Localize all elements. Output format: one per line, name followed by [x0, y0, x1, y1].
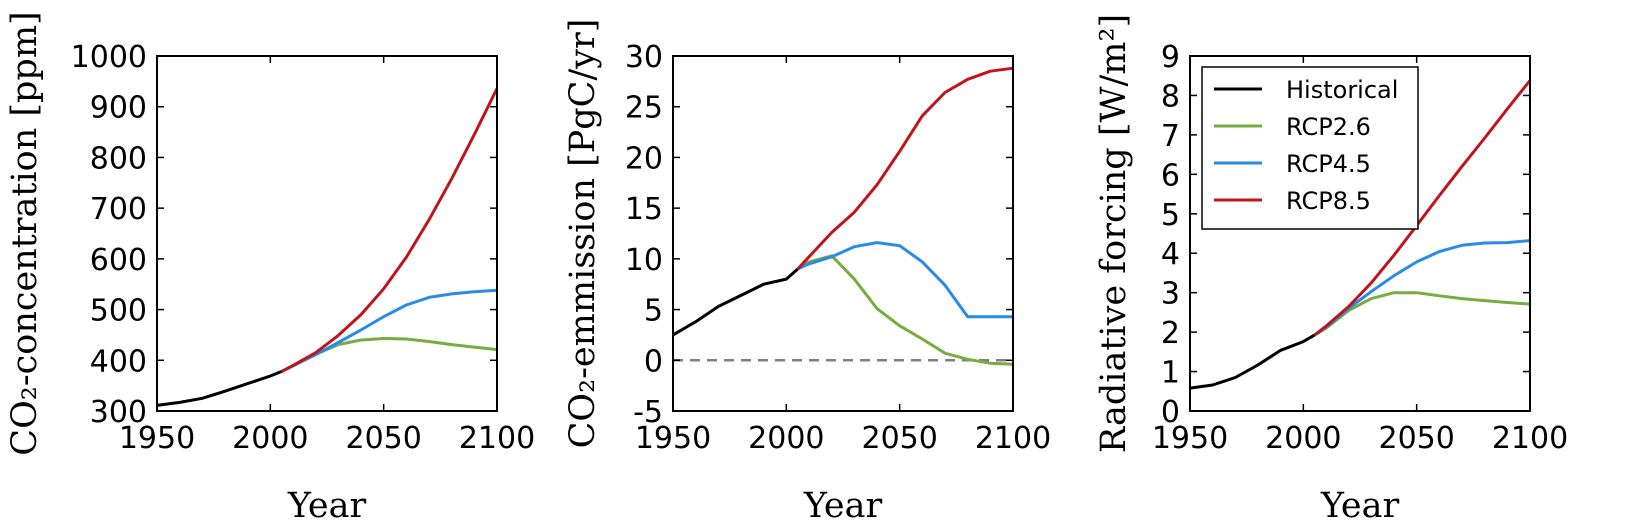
x-axis-label: Year: [803, 486, 883, 525]
x-tick-label: 2100: [459, 421, 535, 456]
y-tick-label: 8: [1161, 79, 1180, 114]
y-tick-label: 800: [90, 141, 147, 176]
y-tick-label: 300: [90, 395, 147, 430]
axes-frame: [1189, 55, 1531, 412]
y-tick-label: 600: [90, 243, 147, 278]
y-tick-label: 400: [90, 344, 147, 379]
y-tick-label: 6: [1161, 158, 1180, 193]
y-tick-label: 5: [644, 294, 663, 329]
y-tick-label: -5: [633, 395, 663, 430]
panel-co2-emission: 1950 2000 2050 2100 -5 0 5 10 15 20 25 30 Year CO₂-em…: [563, 19, 1051, 525]
y-axis-label: Radiative forcing [W/m²]: [1094, 14, 1134, 453]
series-line-rcp4-5: [797, 241, 1013, 319]
series-line-historical: [1189, 333, 1316, 390]
y-tick-label: 1000: [71, 40, 147, 75]
series-line-rcp2-6: [796, 254, 1014, 366]
legend-label-historical: Historical: [1286, 76, 1398, 104]
x-tick-label: 2000: [1265, 421, 1341, 456]
x-axis-label: Year: [287, 486, 367, 525]
y-tick-label: 30: [625, 40, 663, 75]
y-tick-label: 5: [1161, 198, 1180, 233]
x-tick-label: 1950: [635, 421, 711, 456]
axes-frame: [156, 55, 498, 412]
panel-radiative-forcing: 1950 2000 2050 2100 0 1 2 3 4 5 6 7 8 9 Year Radiative …: [1094, 14, 1568, 525]
series-line-rcp2-6: [1313, 291, 1531, 337]
y-tick-label: 0: [644, 344, 663, 379]
y-tick-label: 10: [625, 243, 663, 278]
x-tick-label: 2100: [1492, 421, 1568, 456]
y-tick-label: 9: [1161, 40, 1180, 75]
y-axis-label: CO₂-concentration [ppm]: [5, 11, 45, 455]
x-tick-label: 2050: [1378, 421, 1454, 456]
x-tick-label: 2050: [345, 421, 421, 456]
y-tick-label: 0: [1161, 395, 1180, 430]
legend-label-rcp2-6: RCP2.6: [1286, 113, 1371, 141]
y-tick-label: 2: [1161, 316, 1180, 351]
y-tick-label: 15: [625, 192, 663, 227]
x-tick-label: 1950: [1152, 421, 1228, 456]
series-line-rcp4-5: [1313, 239, 1531, 337]
x-tick-label: 2000: [232, 421, 308, 456]
series-line-rcp4-5: [281, 288, 498, 373]
legend-label-rcp4-5: RCP4.5: [1286, 150, 1371, 178]
series-line-rcp8-5: [280, 87, 499, 373]
x-tick-label: 2000: [748, 421, 824, 456]
y-tick-label: 700: [90, 192, 147, 227]
y-tick-label: 3: [1161, 277, 1180, 312]
axes-frame: [672, 55, 1014, 412]
y-tick-label: 7: [1161, 119, 1180, 154]
y-tick-label: 20: [625, 141, 663, 176]
legend: Historical RCP2.6 RCP4.5 RCP8.5: [1201, 66, 1419, 230]
panel-co2-concentration: 1950 2000 2050 2100 300 400 500 600 700 800 900 100…: [5, 11, 535, 525]
y-tick-label: 900: [90, 91, 147, 126]
x-tick-label: 2100: [975, 421, 1051, 456]
y-tick-label: 25: [625, 91, 663, 126]
legend-label-rcp8-5: RCP8.5: [1286, 187, 1371, 215]
y-tick-label: 1: [1161, 356, 1180, 391]
y-tick-label: 4: [1161, 237, 1180, 272]
x-tick-label: 1950: [119, 421, 195, 456]
series-line-historical: [672, 267, 799, 337]
legend-box: [1201, 66, 1419, 230]
x-tick-label: 2050: [861, 421, 937, 456]
y-tick-label: 500: [90, 294, 147, 329]
series-line-rcp8-5: [796, 66, 1014, 271]
series-line-historical: [156, 370, 283, 407]
y-axis-label: CO₂-emmission [PgC/yr]: [563, 19, 603, 449]
x-axis-label: Year: [1320, 486, 1400, 525]
